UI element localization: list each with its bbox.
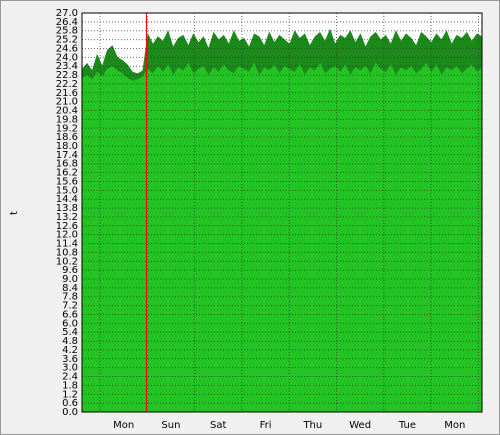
y-tick-label: 0.6 xyxy=(62,398,78,409)
y-tick-label: 13.8 xyxy=(56,203,78,214)
x-tick-label: Thu xyxy=(302,420,322,431)
y-tick-label: 14.4 xyxy=(56,194,78,205)
y-tick-label: 15.0 xyxy=(56,185,78,196)
y-tick-label: 11.4 xyxy=(56,239,78,250)
x-tick-label: Mon xyxy=(444,420,465,431)
y-tick-label: 21.6 xyxy=(56,88,78,99)
y-tick-label: 20.4 xyxy=(56,106,78,117)
x-tick-label: Tue xyxy=(398,420,416,431)
y-tick-label: 9.6 xyxy=(62,265,78,276)
y-tick-label: 13.2 xyxy=(56,212,78,223)
y-tick-label: 4.8 xyxy=(62,336,78,347)
y-tick-label: 18.0 xyxy=(56,141,78,152)
y-tick-label: 7.2 xyxy=(62,301,78,312)
x-tick-label: Fri xyxy=(260,420,272,431)
y-tick-label: 10.2 xyxy=(56,256,78,267)
y-tick-label: 3.0 xyxy=(62,363,78,374)
y-tick-label: 12.0 xyxy=(56,230,78,241)
y-axis-label: t xyxy=(9,211,20,215)
y-tick-label: 12.6 xyxy=(56,221,78,232)
y-tick-label: 19.8 xyxy=(56,114,78,125)
y-tick-label: 16.2 xyxy=(56,168,78,179)
y-tick-label: 3.6 xyxy=(62,354,78,365)
x-tick-label: Wed xyxy=(349,420,371,431)
y-tick-label: 21.0 xyxy=(56,97,78,108)
y-tick-label: 24.0 xyxy=(56,52,78,63)
x-tick-label: Sat xyxy=(210,420,226,431)
y-tick-label: 16.8 xyxy=(56,159,78,170)
y-tick-label: 22.2 xyxy=(56,79,78,90)
y-tick-label: 6.0 xyxy=(62,318,78,329)
x-tick-label: Mon xyxy=(113,420,134,431)
y-tick-label: 7.8 xyxy=(62,292,78,303)
y-tick-label: 18.6 xyxy=(56,132,78,143)
y-tick-label: 17.4 xyxy=(56,150,78,161)
y-tick-label: 4.2 xyxy=(62,345,78,356)
y-tick-label: 10.8 xyxy=(56,247,78,258)
y-tick-label: 27.0 xyxy=(56,8,78,19)
y-tick-label: 25.8 xyxy=(56,26,78,37)
y-tick-label: 2.4 xyxy=(62,372,78,383)
y-tick-label: 5.4 xyxy=(62,327,78,338)
y-tick-label: 0.0 xyxy=(62,407,78,418)
y-tick-label: 23.4 xyxy=(56,61,78,72)
x-tick-label: Sun xyxy=(161,420,180,431)
y-tick-label: 25.2 xyxy=(56,35,78,46)
plot-border xyxy=(81,12,483,413)
y-tick-label: 22.8 xyxy=(56,70,78,81)
y-tick-label: 15.6 xyxy=(56,176,78,187)
y-tick-label: 24.6 xyxy=(56,43,78,54)
y-tick-label: 26.4 xyxy=(56,17,78,28)
y-tick-label: 1.8 xyxy=(62,380,78,391)
y-tick-label: 6.6 xyxy=(62,309,78,320)
y-tick-label: 19.2 xyxy=(56,123,78,134)
y-tick-label: 1.2 xyxy=(62,389,78,400)
y-tick-label: 8.4 xyxy=(62,283,78,294)
y-tick-label: 9.0 xyxy=(62,274,78,285)
area xyxy=(81,62,483,413)
